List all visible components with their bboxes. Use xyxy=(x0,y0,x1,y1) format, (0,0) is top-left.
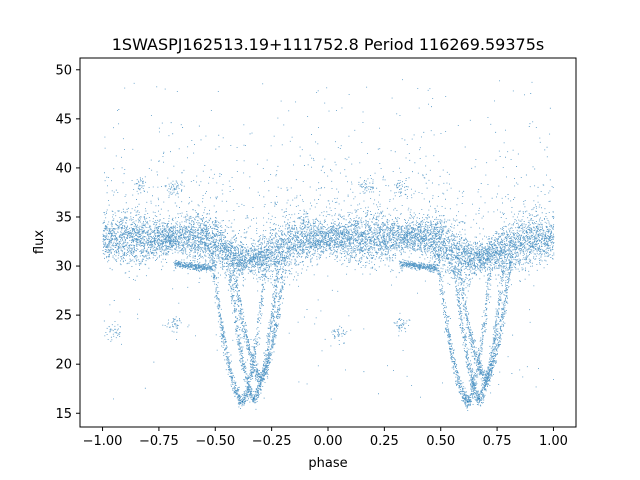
y-tick-label: 25 xyxy=(55,309,72,324)
y-tick-label: 50 xyxy=(55,63,72,78)
x-tick-label: 0.00 xyxy=(314,434,343,449)
chart-title: 1SWASPJ162513.19+111752.8 Period 116269.… xyxy=(112,35,544,54)
eclipse-minimum-point xyxy=(466,400,469,403)
y-tick-label: 15 xyxy=(55,407,72,422)
y-axis: 15 20 25 30 35 40 45 50 xyxy=(55,63,80,422)
x-tick-label: −0.75 xyxy=(139,434,179,449)
y-tick-label: 40 xyxy=(55,161,72,176)
x-tick-label: 0.25 xyxy=(370,434,399,449)
x-tick-label: 0.75 xyxy=(483,434,512,449)
eclipse-minimum-point xyxy=(241,400,244,403)
y-axis-label: flux xyxy=(32,230,47,254)
scatter-points xyxy=(102,79,555,411)
y-tick-label: 35 xyxy=(55,210,72,225)
x-tick-label: 1.00 xyxy=(539,434,568,449)
x-axis-label: phase xyxy=(308,456,347,471)
y-tick-label: 30 xyxy=(55,260,72,275)
eclipse-minimum-point xyxy=(252,397,255,400)
x-tick-label: 0.50 xyxy=(426,434,455,449)
x-tick-label: −0.50 xyxy=(195,434,235,449)
y-tick-label: 45 xyxy=(55,112,72,127)
y-tick-label: 20 xyxy=(55,358,72,373)
x-axis: −1.00 −0.75 −0.50 −0.25 0.00 0.25 0.50 0.75 1.00 xyxy=(83,427,568,449)
eclipse-minimum-point xyxy=(478,397,480,400)
x-tick-label: −0.25 xyxy=(252,434,292,449)
x-tick-label: −1.00 xyxy=(83,434,123,449)
